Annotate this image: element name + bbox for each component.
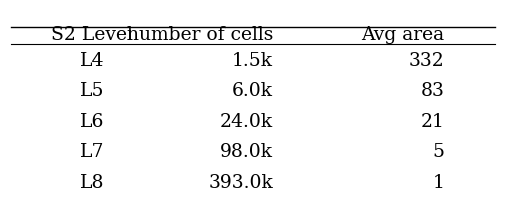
Text: S2 Level: S2 Level <box>51 26 133 44</box>
Text: 5: 5 <box>431 143 443 161</box>
Text: L5: L5 <box>80 82 104 100</box>
Text: L8: L8 <box>80 174 104 192</box>
Text: 1: 1 <box>431 174 443 192</box>
Text: L4: L4 <box>80 52 104 70</box>
Text: L7: L7 <box>80 143 104 161</box>
Text: 6.0k: 6.0k <box>232 82 273 100</box>
Text: 24.0k: 24.0k <box>220 113 273 131</box>
Text: 332: 332 <box>408 52 443 70</box>
Text: 98.0k: 98.0k <box>220 143 273 161</box>
Text: 1.5k: 1.5k <box>232 52 273 70</box>
Text: number of cells: number of cells <box>127 26 273 44</box>
Text: Avg area: Avg area <box>361 26 443 44</box>
Text: 21: 21 <box>420 113 443 131</box>
Text: L6: L6 <box>80 113 104 131</box>
Text: 83: 83 <box>420 82 443 100</box>
Text: 393.0k: 393.0k <box>208 174 273 192</box>
